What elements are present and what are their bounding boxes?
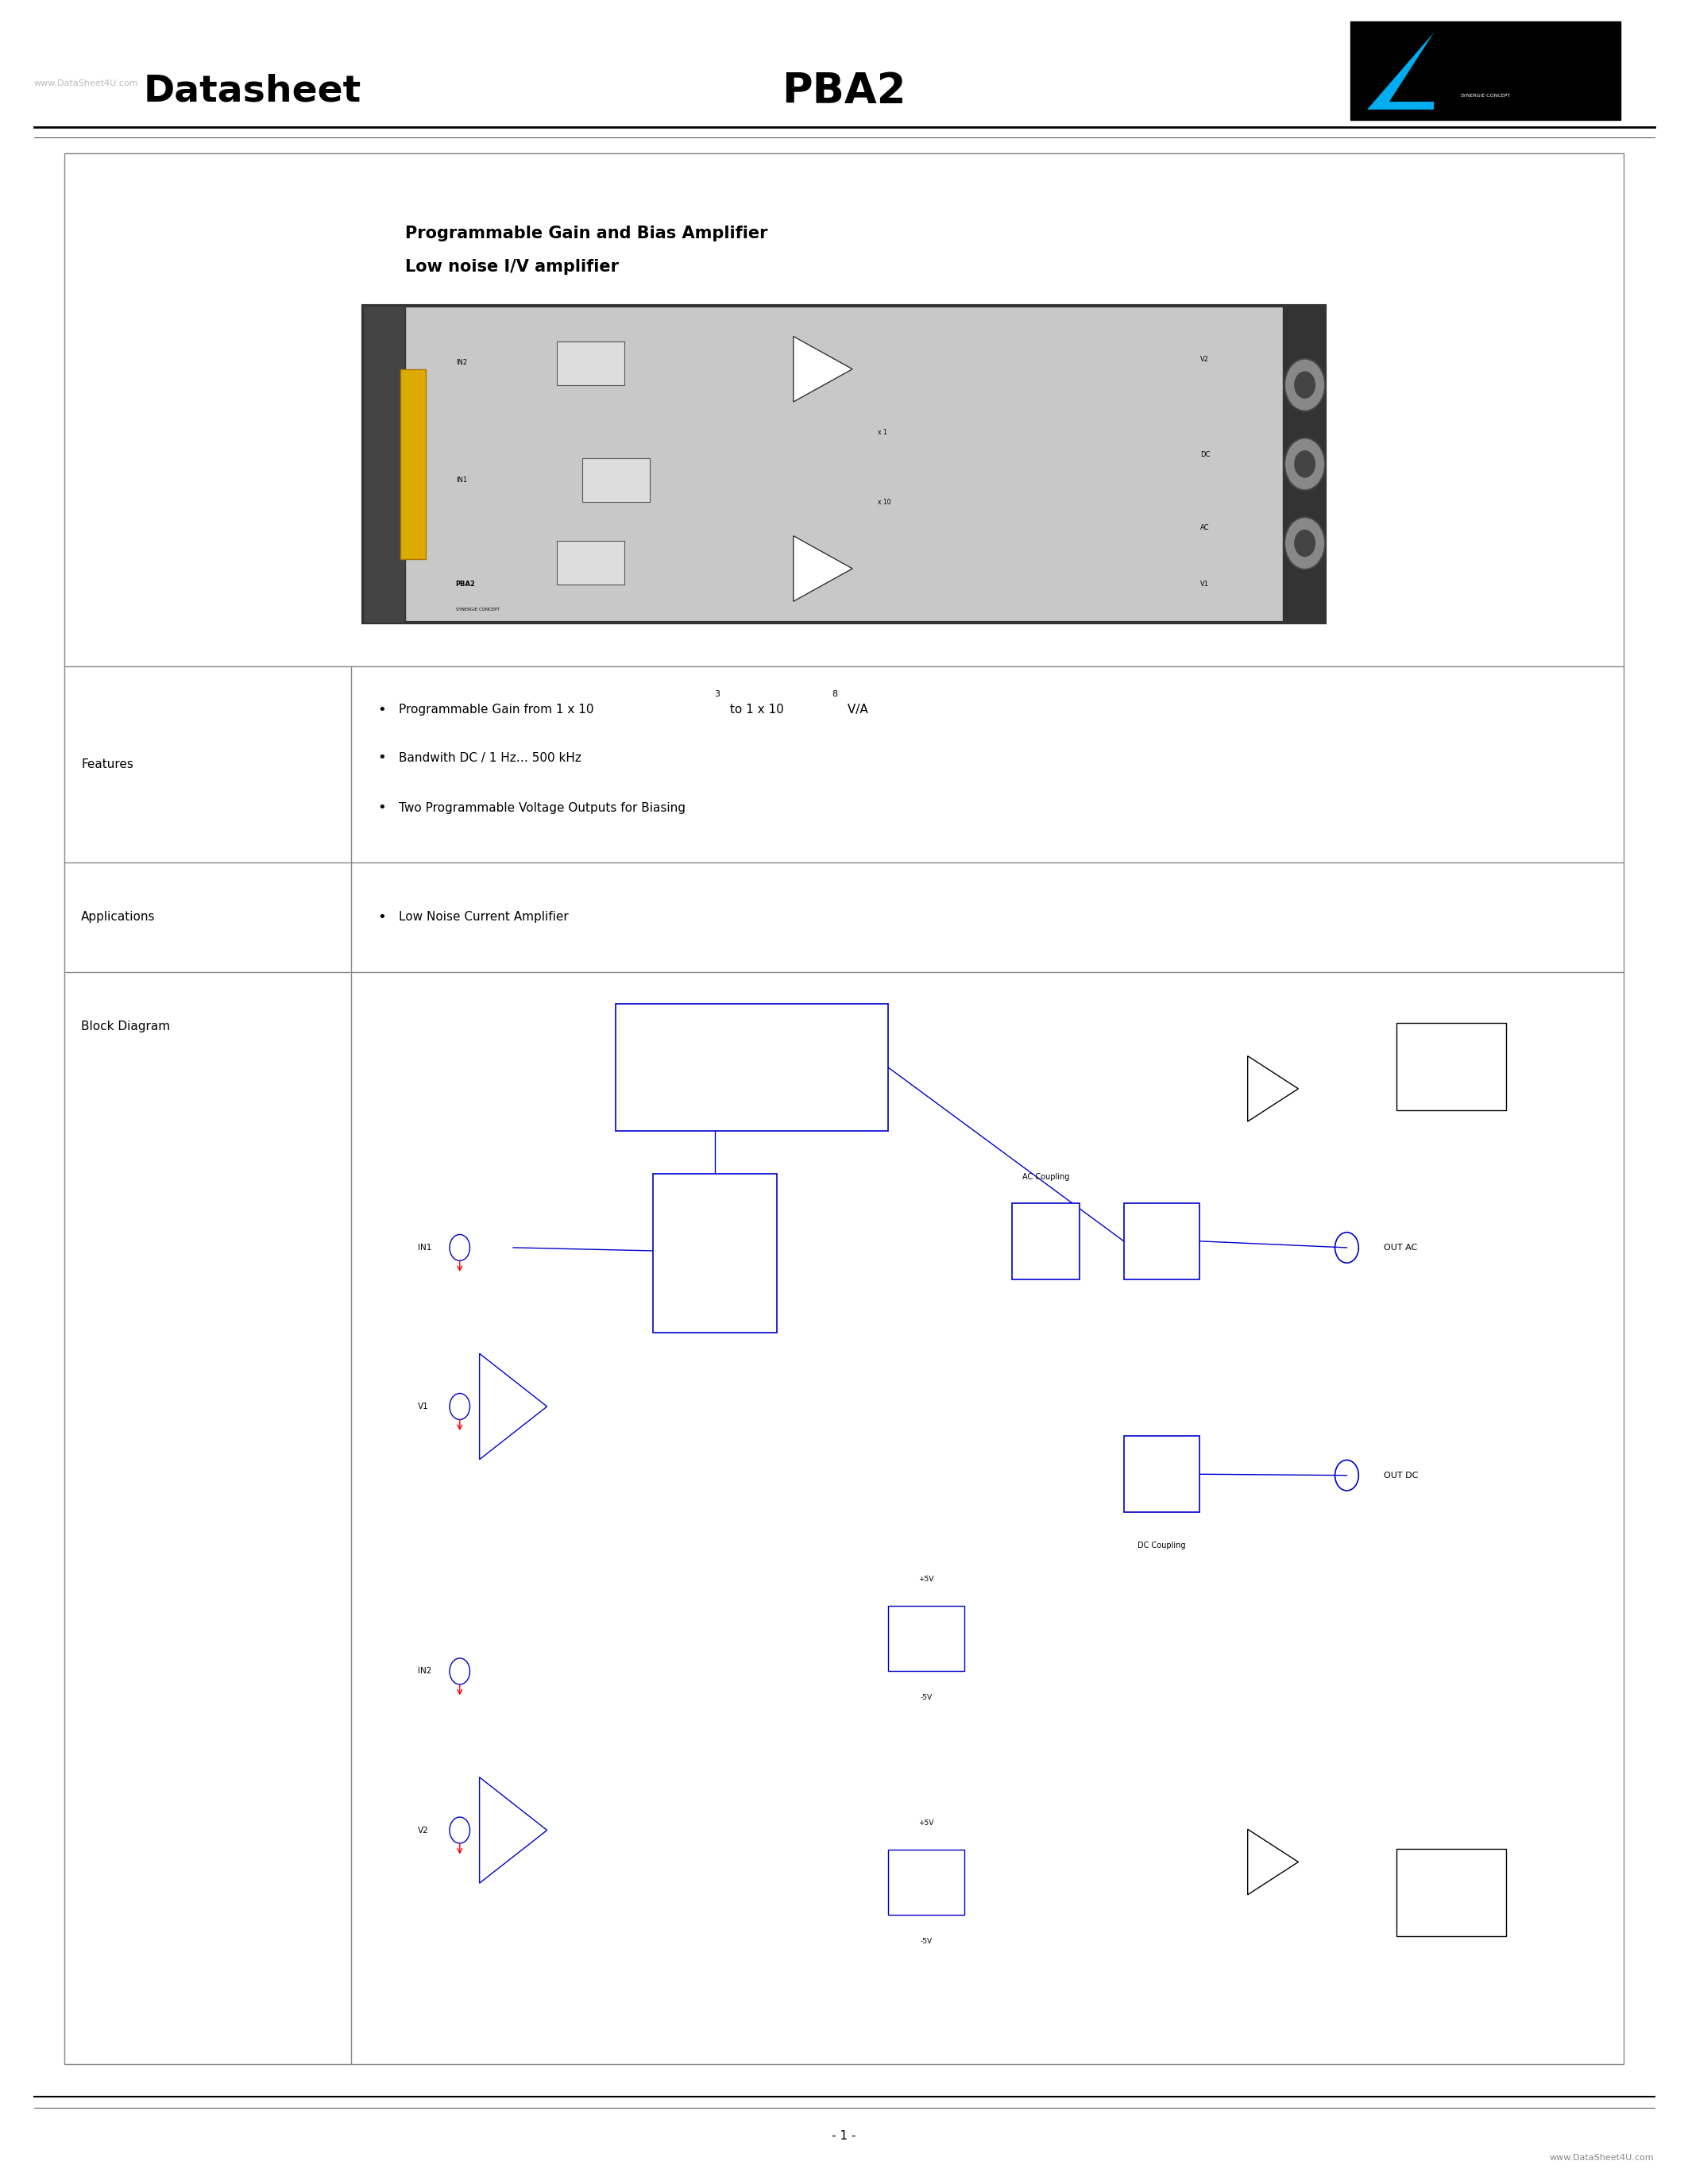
Text: IN2: IN2 bbox=[417, 1666, 432, 1675]
Text: Gain: Gain bbox=[1442, 1046, 1460, 1055]
Bar bbox=[363, 306, 1325, 622]
Text: SYNERGIE·CONCEPT: SYNERGIE·CONCEPT bbox=[1460, 94, 1511, 98]
Text: Control: Control bbox=[1436, 1900, 1465, 1907]
Text: •: • bbox=[376, 703, 387, 716]
Text: Features: Features bbox=[81, 758, 133, 771]
Text: IN1: IN1 bbox=[456, 476, 468, 483]
Text: OUT DC: OUT DC bbox=[1384, 1472, 1418, 1479]
Text: V1: V1 bbox=[417, 1402, 429, 1411]
Circle shape bbox=[1295, 452, 1315, 478]
Polygon shape bbox=[1389, 33, 1435, 103]
Polygon shape bbox=[479, 1778, 547, 1883]
Bar bbox=[1350, 22, 1620, 120]
Text: www.DataSheet4U.com: www.DataSheet4U.com bbox=[34, 79, 138, 87]
Bar bbox=[1396, 1022, 1506, 1109]
Text: •: • bbox=[376, 751, 387, 764]
Text: 8: 8 bbox=[832, 690, 837, 699]
Text: I/U: I/U bbox=[709, 1249, 721, 1256]
Bar bbox=[1124, 1203, 1200, 1280]
Text: to 1 x 10: to 1 x 10 bbox=[726, 703, 783, 716]
Bar bbox=[400, 369, 425, 559]
Text: IN2: IN2 bbox=[456, 358, 468, 367]
Text: AC: AC bbox=[1200, 524, 1209, 531]
Bar bbox=[888, 1850, 964, 1915]
Text: Programmable Gain and Bias Amplifier: Programmable Gain and Bias Amplifier bbox=[405, 225, 768, 242]
Text: I/V: I/V bbox=[613, 478, 619, 483]
Bar bbox=[1013, 1203, 1080, 1280]
Text: PBA2: PBA2 bbox=[456, 581, 476, 587]
Text: Low Noise Current Amplifier: Low Noise Current Amplifier bbox=[398, 911, 569, 924]
Polygon shape bbox=[793, 535, 852, 601]
Text: x 10: x 10 bbox=[1153, 1236, 1171, 1245]
Text: Low noise I/V amplifier: Low noise I/V amplifier bbox=[405, 258, 619, 275]
Polygon shape bbox=[793, 336, 852, 402]
Text: DC: DC bbox=[1200, 452, 1210, 459]
Text: Bandwith DC / 1 Hz… 500 kHz: Bandwith DC / 1 Hz… 500 kHz bbox=[398, 751, 581, 764]
Bar bbox=[616, 1005, 888, 1131]
Bar bbox=[582, 459, 650, 502]
Circle shape bbox=[1295, 531, 1315, 557]
Text: x 10: x 10 bbox=[878, 498, 891, 507]
Bar bbox=[557, 542, 625, 585]
Text: OUT AC: OUT AC bbox=[1384, 1243, 1418, 1251]
Bar bbox=[363, 306, 405, 622]
Text: ||: || bbox=[1043, 1236, 1048, 1245]
Text: V1: V1 bbox=[1200, 581, 1209, 587]
Text: Block Diagram: Block Diagram bbox=[81, 1020, 170, 1033]
Text: Control: Control bbox=[1436, 1072, 1465, 1081]
Text: DC Coupling: DC Coupling bbox=[1138, 1542, 1185, 1548]
Circle shape bbox=[1285, 437, 1325, 491]
Text: x 1: x 1 bbox=[878, 428, 886, 437]
Text: Programmable: Programmable bbox=[726, 1053, 778, 1059]
Circle shape bbox=[1285, 518, 1325, 570]
Text: +5V: +5V bbox=[918, 1577, 933, 1583]
Text: V2: V2 bbox=[1200, 356, 1209, 363]
Text: •: • bbox=[376, 802, 387, 815]
Text: Bias2: Bias2 bbox=[915, 1878, 937, 1887]
Bar bbox=[1396, 1848, 1506, 1935]
Text: Two Programmable Voltage Outputs for Biasing: Two Programmable Voltage Outputs for Bia… bbox=[398, 802, 685, 815]
Text: IN1: IN1 bbox=[417, 1243, 432, 1251]
Text: x 1: x 1 bbox=[1155, 1470, 1168, 1479]
Text: Programmable Gain from 1 x 10: Programmable Gain from 1 x 10 bbox=[398, 703, 594, 716]
Text: AC Coupling: AC Coupling bbox=[1023, 1173, 1070, 1182]
Bar bbox=[64, 153, 1624, 2064]
Text: PBA2: PBA2 bbox=[782, 72, 906, 111]
Bar bbox=[653, 1173, 776, 1332]
Polygon shape bbox=[1367, 33, 1435, 109]
Polygon shape bbox=[479, 1354, 547, 1459]
Text: Datasheet: Datasheet bbox=[143, 74, 361, 109]
Bar bbox=[888, 1605, 964, 1671]
Text: •: • bbox=[376, 911, 387, 924]
Text: SYNERGIE CONCEPT: SYNERGIE CONCEPT bbox=[456, 607, 500, 612]
Text: V2: V2 bbox=[417, 1826, 429, 1835]
Text: BIAS 1: BIAS 1 bbox=[584, 561, 598, 566]
Text: - 1 -: - 1 - bbox=[832, 2129, 856, 2143]
Text: www.DataSheet4U.com: www.DataSheet4U.com bbox=[1550, 2153, 1654, 2162]
Text: Bias: Bias bbox=[1443, 1874, 1460, 1880]
Text: BIAS 2: BIAS 2 bbox=[584, 360, 598, 365]
Text: 3: 3 bbox=[714, 690, 719, 699]
Circle shape bbox=[1285, 358, 1325, 411]
Text: +5V: +5V bbox=[918, 1819, 933, 1826]
Circle shape bbox=[1295, 371, 1315, 397]
Text: -5V: -5V bbox=[920, 1937, 932, 1944]
Bar bbox=[1124, 1437, 1200, 1511]
Text: -5V: -5V bbox=[920, 1695, 932, 1701]
Bar bbox=[1283, 306, 1325, 622]
Text: V/A: V/A bbox=[844, 703, 868, 716]
Bar bbox=[557, 341, 625, 384]
Text: Applications: Applications bbox=[81, 911, 155, 924]
Text: Bias1: Bias1 bbox=[915, 1634, 937, 1642]
Text: Gain Amplifier: Gain Amplifier bbox=[726, 1081, 778, 1088]
